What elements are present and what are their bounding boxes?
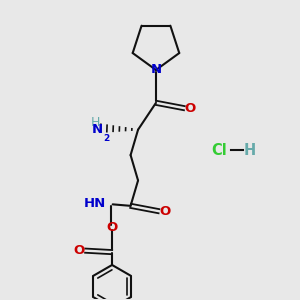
Text: O: O: [159, 205, 171, 218]
Text: O: O: [106, 221, 118, 234]
Text: H: H: [91, 116, 100, 129]
Text: HN: HN: [84, 197, 106, 210]
Text: O: O: [185, 102, 196, 115]
Text: H: H: [244, 142, 256, 158]
Text: N: N: [150, 64, 161, 76]
Text: Cl: Cl: [211, 142, 226, 158]
Text: O: O: [73, 244, 84, 257]
Text: 2: 2: [103, 134, 110, 142]
Text: N: N: [92, 123, 103, 136]
